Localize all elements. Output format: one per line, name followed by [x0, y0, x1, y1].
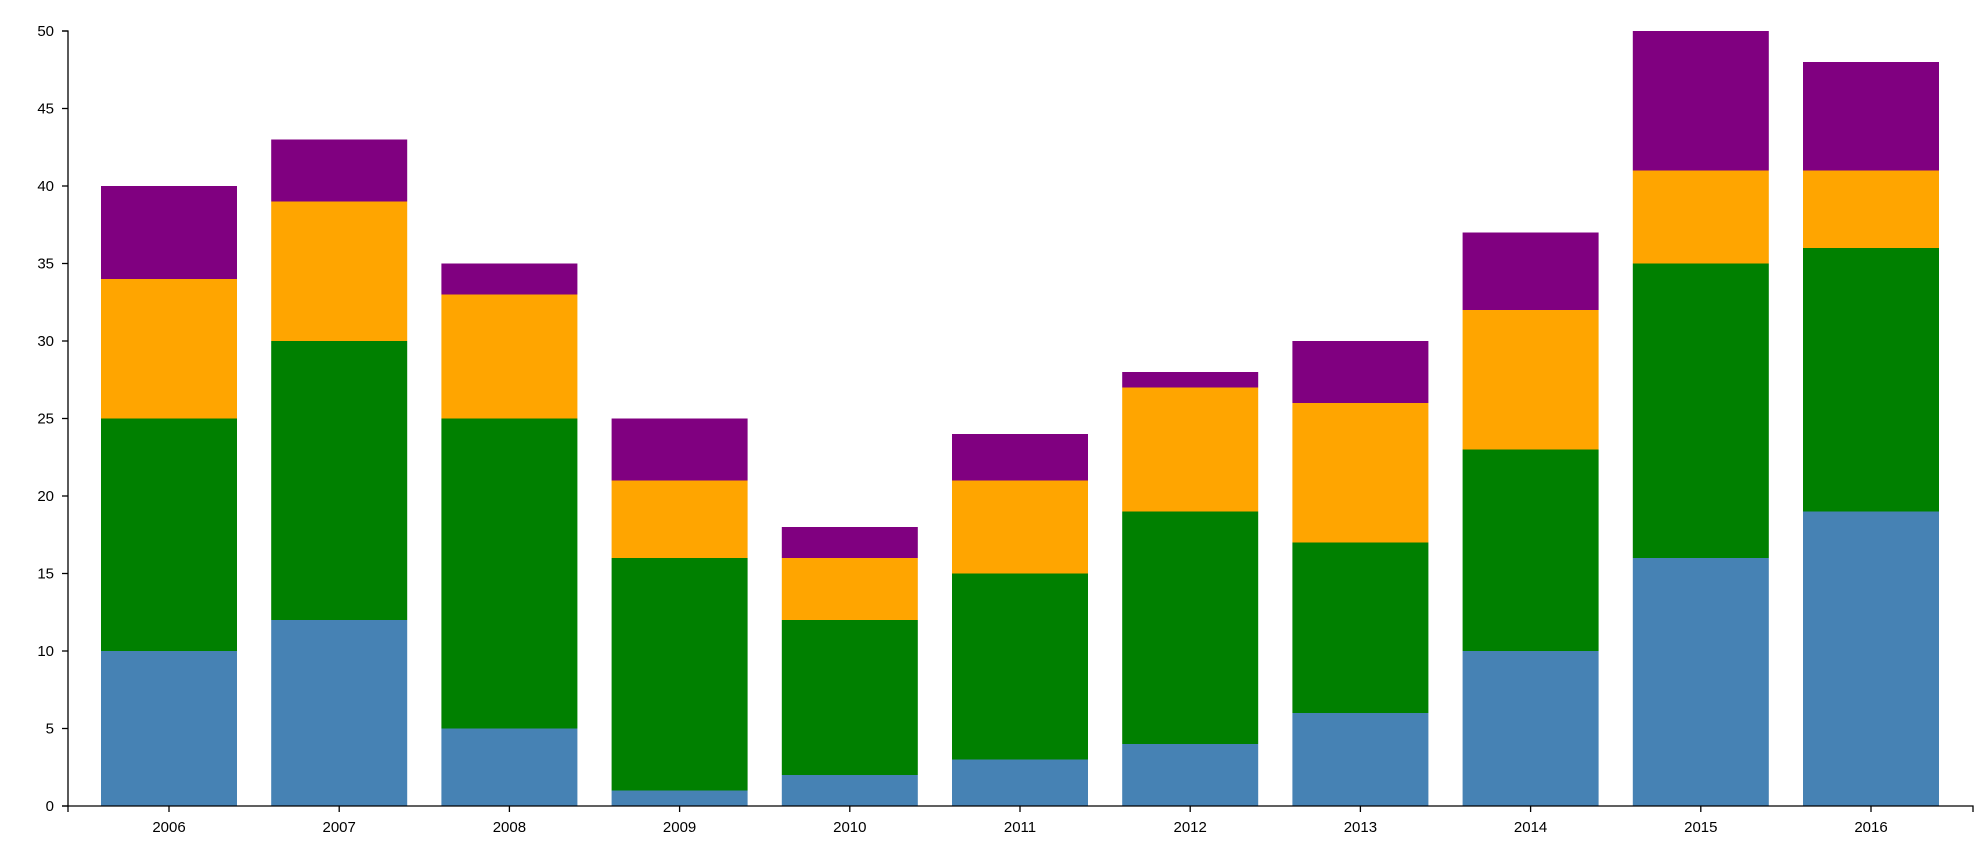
bar-segment-2014-series-3	[1462, 310, 1599, 450]
bar-segment-2016-series-1	[1803, 511, 1939, 806]
bar-segment-2008-series-3	[441, 294, 578, 419]
y-tick-label: 30	[37, 333, 54, 350]
y-tick-label: 10	[37, 643, 54, 660]
bar-segment-2008-series-1	[441, 728, 578, 806]
x-tick-label: 2006	[152, 819, 185, 836]
y-tick-label: 25	[37, 411, 54, 428]
bar-segment-2007-series-3	[271, 201, 408, 341]
bar-segment-2013-series-1	[1292, 713, 1429, 806]
bar-segment-2010-series-1	[781, 775, 918, 806]
y-tick-label: 5	[46, 721, 54, 738]
x-tick-label: 2012	[1174, 819, 1207, 836]
bar-segment-2006-series-4	[101, 186, 237, 279]
bar-segment-2009-series-4	[611, 418, 748, 481]
bar-segment-2007-series-2	[271, 341, 408, 620]
bar-segment-2006-series-2	[101, 418, 237, 651]
bar-segment-2011-series-3	[952, 480, 1088, 574]
x-tick-label: 2013	[1344, 819, 1377, 836]
x-tick-label: 2011	[1004, 819, 1036, 836]
bar-segment-2008-series-2	[441, 418, 578, 729]
bar-segment-2010-series-2	[781, 620, 918, 775]
bar-segment-2010-series-4	[781, 527, 918, 558]
bar-segment-2014-series-1	[1462, 651, 1599, 806]
x-tick-label: 2008	[493, 819, 526, 836]
y-axis: 0 5 10 15 20 25 30 35 40 45 50	[37, 23, 69, 815]
bar-segment-2007-series-1	[271, 620, 408, 806]
bars-layer	[101, 31, 1939, 806]
bar-segment-2008-series-4	[441, 263, 578, 295]
x-tick-label: 2014	[1514, 819, 1547, 836]
x-tick-label: 2015	[1684, 819, 1717, 836]
y-tick-label: 15	[37, 566, 54, 583]
bar-segment-2013-series-4	[1292, 341, 1429, 403]
bar-segment-2014-series-2	[1462, 449, 1599, 651]
bar-segment-2015-series-1	[1632, 558, 1769, 806]
y-tick-label: 45	[37, 101, 54, 118]
bar-segment-2009-series-2	[611, 558, 748, 791]
bar-segment-2010-series-3	[781, 558, 918, 620]
x-tick-label: 2010	[833, 819, 866, 836]
bar-segment-2016-series-4	[1803, 62, 1939, 171]
bar-segment-2012-series-1	[1122, 744, 1259, 806]
bar-segment-2012-series-4	[1122, 372, 1259, 388]
bar-segment-2015-series-3	[1632, 170, 1769, 264]
bar-segment-2015-series-2	[1632, 263, 1769, 558]
bar-segment-2007-series-4	[271, 139, 408, 202]
bar-segment-2009-series-3	[611, 480, 748, 558]
y-tick-label: 0	[46, 798, 54, 815]
bar-segment-2016-series-2	[1803, 248, 1939, 512]
bar-segment-2011-series-1	[952, 759, 1088, 806]
bar-segment-2012-series-2	[1122, 511, 1259, 744]
bar-segment-2012-series-3	[1122, 387, 1259, 512]
bar-segment-2011-series-4	[952, 434, 1088, 481]
bar-segment-2013-series-2	[1292, 542, 1429, 713]
x-tick-label: 2016	[1854, 819, 1887, 836]
y-tick-label: 20	[37, 488, 54, 505]
y-tick-label: 50	[37, 23, 54, 40]
bar-segment-2014-series-4	[1462, 232, 1599, 310]
y-tick-label: 40	[37, 178, 54, 195]
x-tick-label: 2007	[323, 819, 356, 836]
bar-segment-2006-series-3	[101, 279, 237, 419]
bar-segment-2015-series-4	[1632, 31, 1769, 171]
bar-segment-2016-series-3	[1803, 170, 1939, 248]
y-tick-label: 35	[37, 256, 54, 273]
x-axis: 2006 2007 2008 2009 2010 2011 2012 2013 2014 2015…	[67, 805, 1974, 836]
bar-segment-2009-series-1	[611, 790, 748, 806]
bar-segment-2006-series-1	[101, 651, 237, 806]
bar-segment-2013-series-3	[1292, 403, 1429, 543]
x-tick-label: 2009	[663, 819, 696, 836]
bar-segment-2011-series-2	[952, 573, 1088, 760]
